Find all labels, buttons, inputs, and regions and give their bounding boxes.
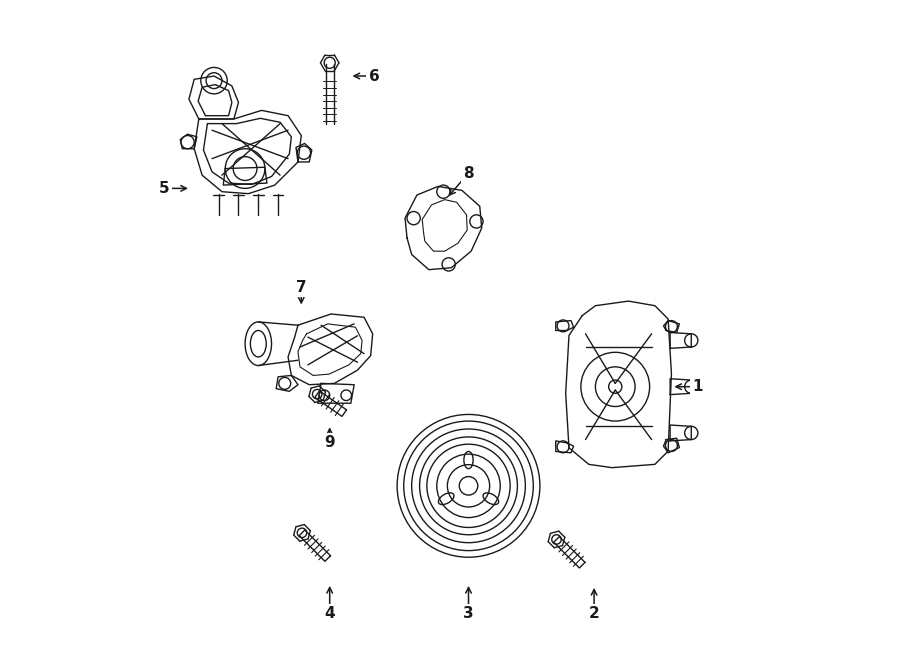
- Text: 5: 5: [159, 181, 170, 196]
- Text: 4: 4: [324, 606, 335, 621]
- Text: 2: 2: [589, 606, 599, 621]
- Text: 1: 1: [693, 379, 703, 394]
- Text: 6: 6: [369, 69, 380, 83]
- Text: 8: 8: [464, 166, 473, 180]
- Text: 3: 3: [464, 606, 473, 621]
- Text: 7: 7: [296, 280, 307, 295]
- Text: 9: 9: [324, 436, 335, 450]
